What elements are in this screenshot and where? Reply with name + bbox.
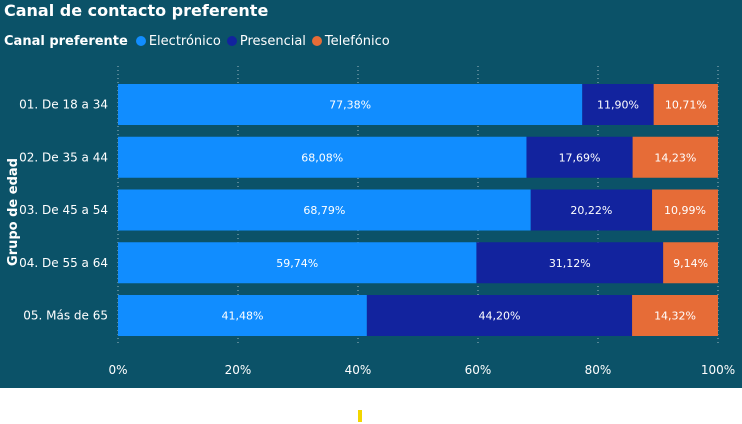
data-label: 59,74% <box>276 257 318 270</box>
bar-segment <box>118 136 527 178</box>
category-label: 01. De 18 a 34 <box>19 98 108 112</box>
legend-title: Canal preferente <box>4 33 128 49</box>
legend-item-presencial[interactable]: Presencial <box>226 33 306 49</box>
bar-segment <box>530 189 653 231</box>
legend-label-electronico: Electrónico <box>148 33 221 49</box>
data-label: 68,08% <box>301 151 343 164</box>
bar-segment <box>118 295 367 336</box>
data-label: 31,12% <box>549 257 591 270</box>
category-label: 02. De 35 a 44 <box>19 150 108 164</box>
bar-segment <box>118 242 477 284</box>
stacked-bar-chart: 0% 20% 40% 60% 80% 100% Grupo de edad 01. De 18… <box>6 66 735 377</box>
data-label: 44,20% <box>479 310 521 323</box>
x-tick-label: 40% <box>345 363 372 377</box>
page-indicator-marker <box>358 410 362 422</box>
x-tick-label: 20% <box>225 363 252 377</box>
data-label: 14,23% <box>654 151 696 164</box>
category-label: 05. Más de 65 <box>23 309 108 323</box>
legend-dot-presencial <box>226 36 237 46</box>
bar-segment <box>526 136 633 178</box>
legend: Canal preferente Electrónico Presencial … <box>4 32 396 50</box>
data-label: 20,22% <box>570 204 612 217</box>
data-label: 14,32% <box>654 310 696 323</box>
y-axis-title: Grupo de edad <box>6 158 21 266</box>
x-tick-label: 0% <box>108 363 127 377</box>
legend-label-presencial: Presencial <box>239 33 306 49</box>
x-tick-label: 60% <box>465 363 492 377</box>
bar-segment <box>366 295 633 336</box>
data-label: 77,38% <box>329 99 371 112</box>
category-label: 04. De 55 a 64 <box>19 256 108 270</box>
data-label: 41,48% <box>221 310 263 323</box>
bar-segment <box>476 242 664 284</box>
data-label: 11,90% <box>597 99 639 112</box>
bar-segment <box>118 189 531 231</box>
legend-item-electronico[interactable]: Electrónico <box>135 33 221 49</box>
legend-item-telefonico[interactable]: Telefónico <box>311 33 390 49</box>
legend-label-telefonico: Telefónico <box>324 33 390 49</box>
data-label: 17,69% <box>559 151 601 164</box>
bar-segment <box>652 189 718 231</box>
data-label: 10,71% <box>665 99 707 112</box>
category-label: 03. De 45 a 54 <box>19 203 108 217</box>
bar-segment <box>632 136 718 178</box>
data-label: 68,79% <box>303 204 345 217</box>
bar-segment <box>118 84 583 125</box>
x-tick-label: 100% <box>701 363 735 377</box>
bar-segment <box>663 242 718 284</box>
x-tick-label: 80% <box>585 363 612 377</box>
bar-segment <box>653 84 718 125</box>
data-label: 9,14% <box>673 257 708 270</box>
legend-dot-electronico <box>135 36 146 46</box>
legend-dot-telefonico <box>311 36 322 46</box>
bar-segment <box>582 84 654 125</box>
data-label: 10,99% <box>664 204 706 217</box>
chart-title: Canal de contacto preferente <box>4 1 269 20</box>
bar-segment <box>632 295 718 336</box>
